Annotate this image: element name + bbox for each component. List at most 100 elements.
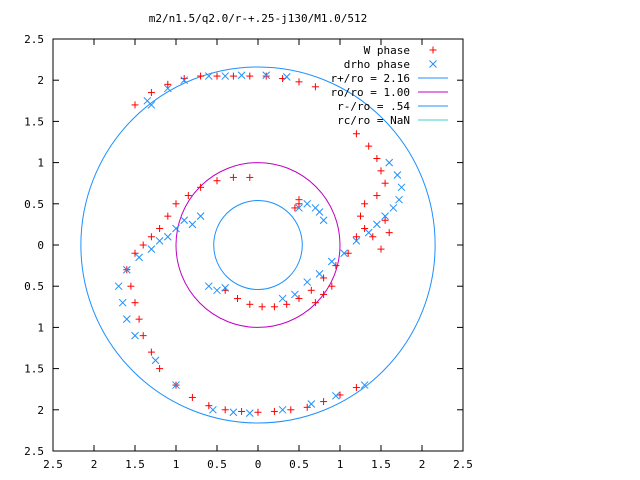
drho-phase-point [291, 290, 299, 299]
w-phase-point [184, 192, 192, 200]
drho-phase-point [315, 269, 324, 278]
w-phase-point [373, 192, 381, 200]
drho-phase-point [278, 294, 287, 303]
series-w-phase [123, 72, 393, 416]
drho-phase-point [303, 278, 312, 286]
w-phase-point [197, 183, 205, 191]
w-phase-point [213, 177, 221, 185]
drho-phase-point [196, 212, 205, 221]
legend-marker-swatch [429, 46, 437, 54]
w-phase-point [246, 300, 254, 308]
w-phase-point [307, 286, 315, 294]
drho-phase-point [245, 409, 254, 417]
w-phase-point [147, 89, 155, 97]
w-phase-point [365, 142, 373, 150]
w-phase-point [213, 72, 221, 80]
legend-label: r+/ro = 2.16 [331, 72, 410, 85]
w-phase-point [295, 78, 303, 86]
drho-phase-point [204, 282, 213, 291]
w-phase-point [180, 75, 188, 83]
y-tick-label: 2.5 [24, 33, 44, 46]
y-tick-label: 2.5 [24, 445, 44, 458]
drho-phase-point [147, 245, 156, 253]
w-phase-point [131, 299, 139, 307]
drho-phase-point [381, 212, 389, 221]
drho-phase-point [122, 265, 131, 274]
drho-phase-point [188, 220, 197, 229]
w-phase-point [258, 303, 266, 311]
legend-label: W phase [364, 44, 410, 57]
drho-phase-point [163, 232, 172, 241]
w-phase-point [295, 295, 303, 303]
w-phase-point [373, 154, 381, 162]
drho-phase-point [122, 315, 131, 324]
legend-label: r-/ro = .54 [337, 100, 410, 113]
drho-phase-point [221, 72, 230, 80]
w-phase-point [291, 204, 299, 212]
drho-phase-point [163, 84, 172, 93]
drho-phase-point [118, 298, 127, 307]
w-phase-point [238, 407, 246, 415]
drho-phase-point [213, 286, 221, 295]
drho-phase-point [262, 71, 271, 80]
series-drho-phase [114, 71, 406, 417]
drho-phase-point [155, 237, 164, 245]
drho-phase-point [340, 249, 348, 258]
drho-phase-point [180, 76, 189, 85]
drho-phase-point [209, 405, 217, 414]
x-tick-label: 2 [91, 458, 98, 471]
w-phase-point [147, 233, 155, 241]
data-points [114, 71, 406, 417]
w-phase-point [377, 245, 385, 253]
x-tick-label: 1.5 [371, 458, 391, 471]
x-tick-label: 1 [173, 458, 180, 471]
drho-phase-point [237, 71, 246, 80]
circle-r-ro-2-16 [80, 66, 436, 424]
w-phase-point [287, 406, 295, 414]
w-phase-point [164, 212, 172, 220]
circle-r-ro-54 [213, 200, 303, 290]
legend-label: ro/ro = 1.00 [331, 86, 410, 99]
drho-phase-point [180, 216, 189, 225]
w-phase-point [283, 300, 291, 308]
x-tick-label: 2 [419, 458, 426, 471]
w-phase-point [352, 130, 360, 138]
x-tick-label: 1.5 [125, 458, 145, 471]
w-phase-point [254, 408, 262, 416]
w-phase-point [229, 173, 237, 181]
w-phase-point [320, 290, 328, 298]
y-tick-label: 0 [37, 239, 44, 252]
drho-phase-point [131, 331, 139, 340]
w-phase-point [131, 249, 139, 257]
w-phase-point [352, 233, 360, 241]
w-phase-point [320, 398, 328, 406]
x-tick-label: 0 [255, 458, 262, 471]
w-phase-point [344, 249, 352, 257]
w-phase-point [221, 406, 229, 414]
drho-phase-point [315, 208, 324, 216]
w-phase-point [127, 282, 135, 290]
w-phase-point [311, 83, 319, 91]
reference-circles [80, 66, 436, 424]
w-phase-point [361, 225, 369, 233]
w-phase-point [369, 233, 377, 241]
drho-phase-point [364, 228, 373, 237]
w-phase-point [270, 407, 278, 415]
x-tick-label: 2.5 [43, 458, 63, 471]
legend-label: drho phase [344, 58, 410, 71]
y-axis: 2.5 2 1.5 1 0.5 0 0.5 1 1.5 2 2.5 [24, 33, 463, 458]
w-phase-point [270, 303, 278, 311]
w-phase-point [352, 384, 360, 392]
legend-label: rc/ro = NaN [337, 114, 410, 127]
y-tick-label: 0.5 [24, 280, 44, 293]
w-phase-point [295, 196, 303, 204]
drho-phase-point [295, 204, 303, 212]
y-tick-label: 2 [37, 404, 44, 417]
drho-phase-point [147, 101, 156, 109]
drho-phase-point [204, 72, 213, 80]
w-phase-point [361, 200, 369, 208]
w-phase-point [336, 391, 344, 399]
w-phase-point [156, 365, 164, 373]
drho-phase-point [114, 282, 123, 291]
